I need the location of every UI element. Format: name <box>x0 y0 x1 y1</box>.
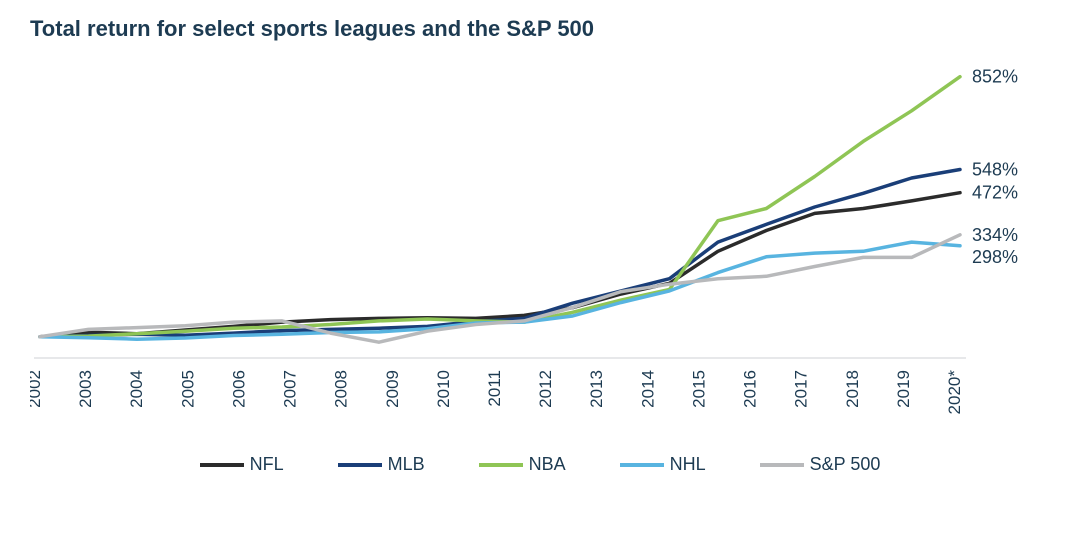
end-label-nfl: 472% <box>972 183 1018 203</box>
legend-item-nba: NBA <box>479 454 566 475</box>
x-label-2020: 2020* <box>945 370 964 415</box>
x-label-2010: 2010 <box>434 370 453 408</box>
chart-title: Total return for select sports leagues a… <box>30 16 1050 42</box>
legend-swatch-sp500 <box>760 463 804 467</box>
legend-item-sp500: S&P 500 <box>760 454 881 475</box>
legend-item-mlb: MLB <box>338 454 425 475</box>
x-label-2006: 2006 <box>229 370 248 408</box>
end-label-sp500: 334% <box>972 225 1018 245</box>
legend-label-nfl: NFL <box>250 454 284 475</box>
legend: NFL MLB NBA NHL S&P 500 <box>50 454 1030 475</box>
x-label-2005: 2005 <box>178 370 197 408</box>
x-label-2013: 2013 <box>587 370 606 408</box>
x-label-2016: 2016 <box>741 370 760 408</box>
x-label-2019: 2019 <box>894 370 913 408</box>
legend-item-nfl: NFL <box>200 454 284 475</box>
x-label-2002: 2002 <box>30 370 44 408</box>
x-label-2018: 2018 <box>843 370 862 408</box>
end-label-nba: 852% <box>972 67 1018 87</box>
x-label-2007: 2007 <box>281 370 300 408</box>
x-label-2014: 2014 <box>638 370 657 408</box>
legend-swatch-nhl <box>620 463 664 467</box>
legend-swatch-nba <box>479 463 523 467</box>
x-label-2009: 2009 <box>383 370 402 408</box>
x-label-2004: 2004 <box>127 370 146 408</box>
x-label-2011: 2011 <box>485 370 504 407</box>
legend-label-nba: NBA <box>529 454 566 475</box>
chart-container: 852% 548% 472% 334%298% 2002 2003 2004 2005 2006… <box>30 50 1050 430</box>
legend-label-mlb: MLB <box>388 454 425 475</box>
x-label-2008: 2008 <box>332 370 351 408</box>
x-label-2003: 2003 <box>76 370 95 408</box>
series-sp500 <box>40 235 960 342</box>
legend-swatch-mlb <box>338 463 382 467</box>
line-chart: 852% 548% 472% 334%298% 2002 2003 2004 2005 2006… <box>30 50 1050 430</box>
legend-item-nhl: NHL <box>620 454 706 475</box>
x-label-2015: 2015 <box>689 370 708 408</box>
legend-label-sp500: S&P 500 <box>810 454 881 475</box>
x-label-2012: 2012 <box>536 370 555 408</box>
end-label-mlb: 548% <box>972 159 1018 179</box>
legend-label-nhl: NHL <box>670 454 706 475</box>
legend-swatch-nfl <box>200 463 244 467</box>
end-label-nhl: 298% <box>972 247 1018 267</box>
x-label-2017: 2017 <box>792 370 811 408</box>
